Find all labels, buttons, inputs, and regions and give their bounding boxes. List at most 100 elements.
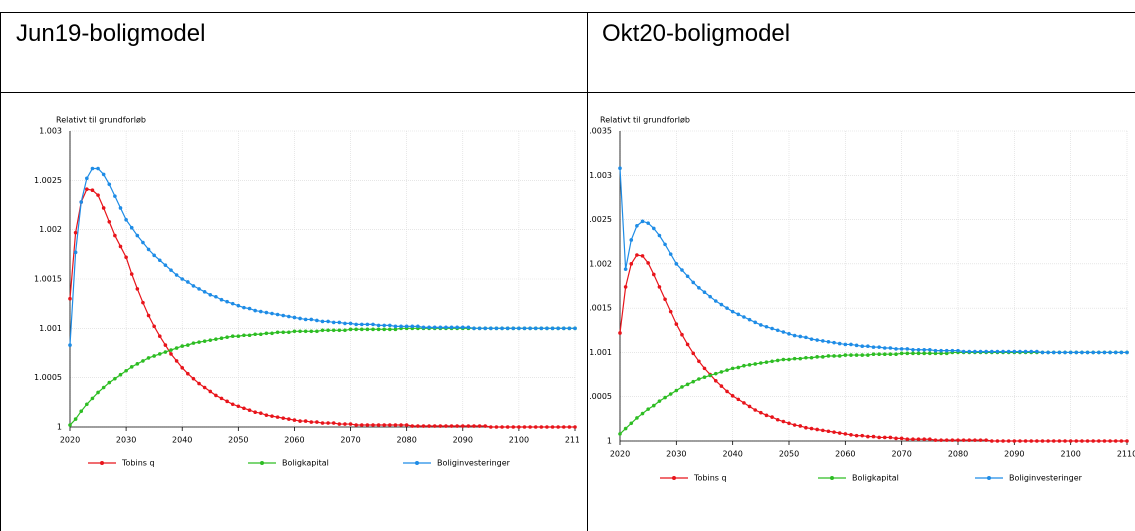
point bbox=[545, 326, 549, 331]
point bbox=[1040, 350, 1045, 355]
legend-marker bbox=[415, 461, 419, 465]
point bbox=[500, 425, 504, 429]
point bbox=[129, 272, 134, 276]
point bbox=[152, 253, 156, 258]
point bbox=[950, 348, 955, 353]
point bbox=[916, 347, 921, 352]
point bbox=[871, 352, 876, 357]
point bbox=[275, 312, 280, 317]
legend-marker bbox=[100, 461, 104, 465]
point bbox=[101, 385, 106, 390]
point bbox=[804, 335, 808, 340]
point bbox=[928, 351, 932, 356]
point bbox=[141, 300, 145, 305]
point bbox=[905, 437, 910, 442]
point bbox=[416, 424, 420, 428]
point bbox=[315, 318, 319, 323]
point bbox=[343, 422, 347, 426]
point bbox=[680, 385, 684, 389]
point bbox=[629, 421, 634, 426]
point bbox=[225, 399, 229, 404]
point bbox=[1051, 439, 1056, 443]
point bbox=[815, 427, 819, 432]
point bbox=[202, 339, 207, 343]
point bbox=[837, 431, 842, 435]
point bbox=[640, 219, 645, 224]
point bbox=[483, 424, 488, 428]
point bbox=[849, 433, 853, 437]
point bbox=[303, 329, 308, 334]
point bbox=[533, 425, 538, 429]
point bbox=[382, 323, 387, 328]
x-tick-label: 2050 bbox=[779, 450, 799, 459]
point bbox=[759, 323, 763, 327]
point bbox=[685, 342, 690, 347]
point bbox=[753, 408, 757, 412]
point bbox=[821, 355, 825, 359]
point bbox=[483, 326, 488, 331]
point bbox=[1108, 350, 1112, 355]
point bbox=[432, 325, 437, 330]
point bbox=[922, 347, 926, 352]
x-tick-label: 2090 bbox=[453, 436, 473, 445]
point bbox=[393, 423, 398, 427]
point bbox=[837, 341, 842, 346]
point bbox=[466, 325, 471, 330]
point bbox=[354, 327, 358, 332]
point bbox=[472, 424, 476, 428]
point bbox=[866, 353, 870, 357]
point bbox=[169, 268, 173, 272]
point bbox=[764, 324, 769, 329]
point bbox=[522, 425, 527, 429]
point bbox=[787, 357, 791, 362]
point bbox=[96, 193, 100, 197]
point bbox=[157, 352, 162, 356]
point bbox=[939, 348, 943, 353]
point bbox=[309, 329, 314, 334]
point bbox=[742, 363, 746, 368]
point bbox=[899, 347, 904, 351]
point bbox=[713, 371, 718, 376]
point bbox=[1018, 439, 1022, 443]
point bbox=[292, 315, 297, 320]
table-border bbox=[0, 12, 1135, 13]
point bbox=[180, 344, 185, 348]
point bbox=[404, 423, 409, 427]
point bbox=[281, 330, 286, 335]
point bbox=[933, 348, 938, 353]
point bbox=[775, 328, 780, 333]
point bbox=[882, 346, 887, 350]
point bbox=[826, 429, 831, 434]
point bbox=[191, 284, 196, 288]
point bbox=[1108, 439, 1112, 443]
point bbox=[208, 292, 213, 297]
legend-label: Boliginvesteringer bbox=[1009, 474, 1083, 483]
point bbox=[365, 327, 370, 332]
point bbox=[556, 326, 560, 331]
point bbox=[528, 326, 532, 331]
x-tick-label: 2060 bbox=[284, 436, 304, 445]
point bbox=[809, 337, 814, 341]
point bbox=[354, 423, 358, 427]
point bbox=[275, 330, 280, 335]
point bbox=[107, 182, 112, 187]
point bbox=[730, 394, 735, 398]
y-tick-label: 1.001 bbox=[39, 324, 62, 333]
point bbox=[1102, 439, 1107, 443]
point bbox=[247, 408, 252, 413]
point bbox=[107, 219, 112, 224]
point bbox=[1040, 439, 1045, 443]
point bbox=[511, 326, 516, 331]
y-tick-label: 1.0035 bbox=[584, 127, 612, 136]
point bbox=[517, 425, 521, 429]
y-tick-label: 1.0005 bbox=[584, 392, 612, 401]
point bbox=[905, 347, 910, 351]
point bbox=[348, 327, 353, 332]
point bbox=[652, 272, 656, 277]
point bbox=[258, 309, 263, 314]
point bbox=[736, 312, 741, 317]
point bbox=[337, 328, 342, 333]
point bbox=[747, 404, 752, 409]
point bbox=[337, 422, 342, 426]
point bbox=[275, 415, 280, 419]
